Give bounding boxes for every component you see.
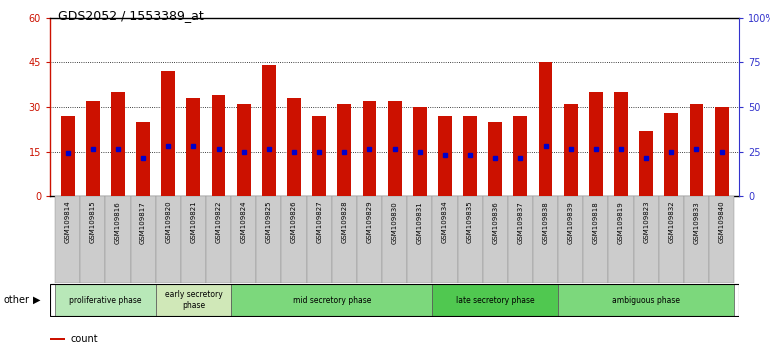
Text: GSM109840: GSM109840 — [718, 201, 725, 244]
FancyBboxPatch shape — [558, 284, 734, 316]
Text: ambiguous phase: ambiguous phase — [612, 296, 680, 304]
Bar — [105, 196, 131, 283]
FancyBboxPatch shape — [156, 284, 231, 316]
Text: GSM109835: GSM109835 — [467, 201, 473, 244]
Text: late secretory phase: late secretory phase — [456, 296, 534, 304]
Bar — [282, 196, 306, 283]
Bar — [332, 196, 357, 283]
Text: GSM109823: GSM109823 — [643, 201, 649, 244]
Bar — [438, 116, 452, 196]
Bar — [237, 104, 250, 196]
Bar — [357, 196, 382, 283]
Bar — [533, 196, 558, 283]
Text: other: other — [4, 295, 30, 305]
Bar — [212, 95, 226, 196]
Text: GSM109832: GSM109832 — [668, 201, 675, 244]
Bar — [80, 196, 105, 283]
Text: ▶: ▶ — [32, 295, 40, 305]
Text: GSM109822: GSM109822 — [216, 201, 222, 243]
Bar — [337, 104, 351, 196]
Bar — [614, 92, 628, 196]
Bar — [181, 196, 206, 283]
Bar — [608, 196, 634, 283]
Text: GSM109825: GSM109825 — [266, 201, 272, 243]
Text: GDS2052 / 1553389_at: GDS2052 / 1553389_at — [58, 9, 203, 22]
Bar — [583, 196, 608, 283]
Bar — [206, 196, 231, 283]
Bar — [558, 196, 583, 283]
Bar — [61, 116, 75, 196]
Bar — [156, 196, 181, 283]
Text: GSM109837: GSM109837 — [517, 201, 524, 244]
Text: GSM109834: GSM109834 — [442, 201, 448, 244]
Bar — [539, 62, 552, 196]
Bar — [388, 101, 401, 196]
Text: GSM109828: GSM109828 — [341, 201, 347, 244]
Bar — [131, 196, 156, 283]
Text: GSM109829: GSM109829 — [367, 201, 373, 244]
Text: GSM109820: GSM109820 — [166, 201, 171, 244]
Bar — [407, 196, 432, 283]
Text: GSM109817: GSM109817 — [140, 201, 146, 244]
Bar — [55, 196, 80, 283]
Bar — [363, 101, 377, 196]
Text: GSM109819: GSM109819 — [618, 201, 624, 244]
Text: mid secretory phase: mid secretory phase — [293, 296, 371, 304]
Text: GSM109818: GSM109818 — [593, 201, 599, 244]
Text: GSM109824: GSM109824 — [241, 201, 246, 243]
Bar — [231, 196, 256, 283]
Text: count: count — [71, 334, 99, 344]
Bar — [86, 101, 100, 196]
Bar — [432, 196, 457, 283]
Bar — [162, 72, 176, 196]
Bar — [715, 107, 728, 196]
Text: GSM109826: GSM109826 — [291, 201, 297, 244]
Text: GSM109839: GSM109839 — [567, 201, 574, 244]
Bar — [50, 337, 65, 340]
Text: GSM109827: GSM109827 — [316, 201, 322, 244]
Bar — [488, 122, 502, 196]
Bar — [413, 107, 427, 196]
Bar — [684, 196, 709, 283]
Text: GSM109814: GSM109814 — [65, 201, 71, 244]
Bar — [639, 131, 653, 196]
Text: GSM109831: GSM109831 — [417, 201, 423, 244]
Bar — [287, 98, 301, 196]
Text: GSM109815: GSM109815 — [90, 201, 95, 244]
Text: GSM109821: GSM109821 — [190, 201, 196, 244]
Bar — [589, 92, 603, 196]
Text: GSM109838: GSM109838 — [543, 201, 548, 244]
Bar — [306, 196, 332, 283]
Bar — [658, 196, 684, 283]
Text: GSM109816: GSM109816 — [115, 201, 121, 244]
Bar — [136, 122, 150, 196]
Text: proliferative phase: proliferative phase — [69, 296, 142, 304]
Bar — [709, 196, 734, 283]
FancyBboxPatch shape — [231, 284, 432, 316]
Bar — [457, 196, 483, 283]
Text: GSM109830: GSM109830 — [392, 201, 397, 244]
Bar — [186, 98, 200, 196]
Bar — [514, 116, 527, 196]
Bar — [634, 196, 658, 283]
Text: early secretory
phase: early secretory phase — [165, 290, 223, 310]
Bar — [507, 196, 533, 283]
Bar — [564, 104, 578, 196]
Bar — [483, 196, 507, 283]
Bar — [689, 104, 703, 196]
Bar — [262, 65, 276, 196]
FancyBboxPatch shape — [55, 284, 156, 316]
Bar — [111, 92, 125, 196]
FancyBboxPatch shape — [432, 284, 558, 316]
Bar — [256, 196, 282, 283]
Bar — [665, 113, 678, 196]
Text: GSM109836: GSM109836 — [492, 201, 498, 244]
Bar — [464, 116, 477, 196]
Bar — [382, 196, 407, 283]
Bar — [313, 116, 326, 196]
Text: GSM109833: GSM109833 — [694, 201, 699, 244]
